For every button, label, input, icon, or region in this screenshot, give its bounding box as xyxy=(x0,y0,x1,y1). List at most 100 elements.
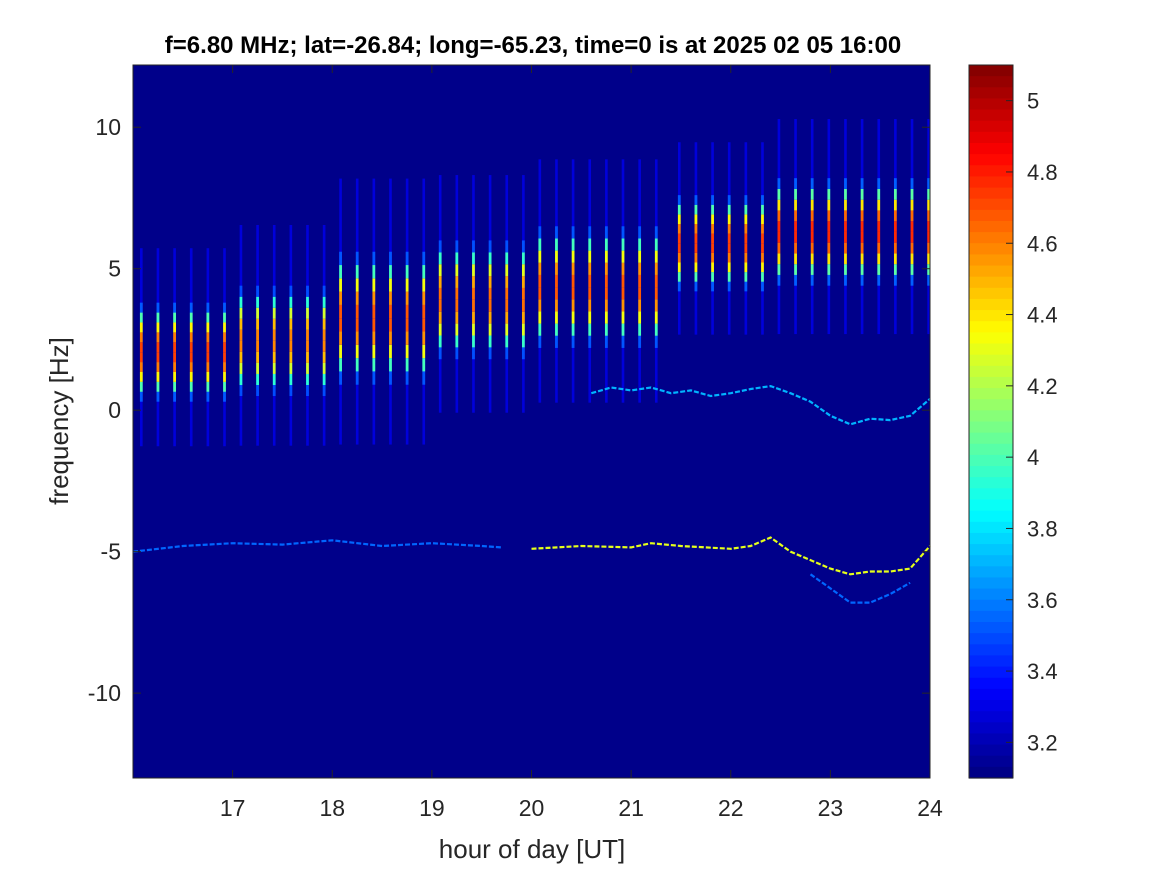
pulse-cell xyxy=(438,347,442,360)
pulse-cell xyxy=(405,291,409,305)
pulse-cell xyxy=(677,262,681,273)
pulse-cell xyxy=(372,358,376,372)
pulse-cell xyxy=(777,178,781,189)
pulse-cell xyxy=(555,335,558,348)
pulse-cell xyxy=(223,322,226,333)
pulse-cell xyxy=(777,231,781,243)
pulse-cell xyxy=(256,318,259,330)
pulse-cell xyxy=(272,351,276,363)
pulse-cell xyxy=(521,347,525,360)
pulse-cell xyxy=(306,307,309,319)
pulse-cell xyxy=(844,253,847,265)
pulse-cell xyxy=(910,178,914,189)
pulse-cell xyxy=(521,276,525,288)
colorbar-step xyxy=(969,298,1013,311)
pulse-cell xyxy=(877,242,881,254)
pulse-cell xyxy=(272,362,276,374)
pulse-cell xyxy=(571,250,575,263)
x-tick-label: 21 xyxy=(618,795,644,821)
pulse-cell xyxy=(844,199,847,211)
pulse-cell xyxy=(438,252,442,265)
pulse-cell xyxy=(777,199,781,211)
pulse-cell xyxy=(339,251,342,266)
pulse-cell xyxy=(189,332,193,343)
colorbar-step xyxy=(969,544,1013,556)
pulse-cell xyxy=(654,262,658,275)
pulse-cell xyxy=(521,323,525,336)
pulse-cell xyxy=(638,238,642,251)
colorbar-step xyxy=(969,154,1013,166)
colorbar-step xyxy=(969,677,1013,690)
pulse-cell xyxy=(206,362,210,372)
pulse-cell xyxy=(505,264,509,277)
pulse-cell xyxy=(844,210,847,222)
pulse-cell xyxy=(173,312,176,323)
pulse-cell xyxy=(422,278,426,292)
pulse-cell xyxy=(139,362,143,372)
pulse-cell xyxy=(239,285,243,297)
pulse-cell xyxy=(654,250,658,263)
pulse-cell xyxy=(694,204,698,215)
pulse-cell xyxy=(893,253,897,265)
pulse-cell xyxy=(694,243,698,253)
pulse-cell xyxy=(239,307,243,319)
pulse-cell xyxy=(761,281,764,292)
pulse-cell xyxy=(422,265,426,279)
colorbar-step xyxy=(969,633,1013,645)
pulse-cell xyxy=(877,231,881,243)
colorbar-step xyxy=(969,711,1013,723)
x-tick-label: 17 xyxy=(220,795,246,821)
pulse-cell xyxy=(571,311,575,324)
pulse-cell xyxy=(604,323,608,336)
pulse-cell xyxy=(860,221,864,232)
pulse-cell xyxy=(322,340,326,352)
pulse-cell xyxy=(272,340,276,352)
pulse-cell xyxy=(844,231,847,243)
pulse-cell xyxy=(927,221,931,232)
pulse-cell xyxy=(827,188,831,200)
pulse-cell xyxy=(256,351,259,363)
pulse-cell xyxy=(355,344,359,359)
pulse-cell xyxy=(472,264,475,277)
colorbar-step xyxy=(969,688,1013,701)
pulse-cell xyxy=(654,287,658,300)
pulse-cell xyxy=(438,287,442,300)
pulse-cell xyxy=(521,311,525,324)
pulse-cell xyxy=(744,252,748,263)
pulse-cell xyxy=(156,302,160,313)
pulse-cell xyxy=(322,362,326,374)
pulse-cell xyxy=(727,224,731,234)
pulse-cell xyxy=(893,221,897,232)
pulse-cell xyxy=(777,210,781,222)
pulse-cell xyxy=(322,351,326,363)
pulse-cell xyxy=(156,342,160,353)
pulse-cell xyxy=(621,287,625,300)
pulse-cell xyxy=(910,264,914,275)
pulse-cell xyxy=(727,252,731,263)
pulse-cell xyxy=(538,250,542,263)
pulse-cell xyxy=(156,322,160,333)
colorbar-step xyxy=(969,310,1013,322)
chart-title: f=6.80 MHz; lat=-26.84; long=-65.23, tim… xyxy=(165,32,901,59)
pulse-cell xyxy=(538,226,542,239)
pulse-cell xyxy=(571,299,575,312)
pulse-cell xyxy=(422,331,426,345)
colorbar-step xyxy=(969,399,1013,411)
pulse-cell xyxy=(654,335,658,348)
colorbar-step xyxy=(969,488,1013,501)
pulse-cell xyxy=(521,240,525,253)
pulse-cell xyxy=(139,302,143,313)
pulse-cell xyxy=(438,299,442,312)
trace-line xyxy=(132,539,502,553)
pulse-cell xyxy=(654,274,658,288)
pulse-cell xyxy=(239,329,243,341)
pulse-cell xyxy=(223,352,226,363)
pulse-cell xyxy=(256,340,259,352)
colorbar-step xyxy=(969,733,1013,746)
pulse-cell xyxy=(223,312,226,323)
pulse-cell xyxy=(355,304,359,319)
pulse-cell xyxy=(405,278,409,292)
y-axis: 10 5 0 -5 -10 xyxy=(88,114,930,706)
pulse-cell xyxy=(604,299,608,312)
pulse-cell xyxy=(173,381,176,392)
